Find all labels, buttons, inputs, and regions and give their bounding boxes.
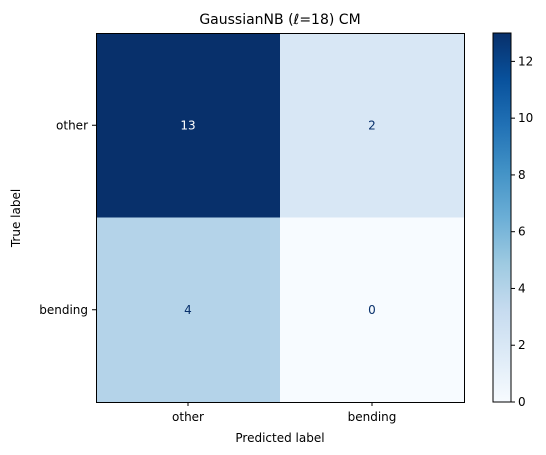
colorbar-tick-label: 12 — [518, 54, 533, 68]
cell-value-label: 0 — [368, 303, 376, 317]
colorbar-tick-label: 4 — [518, 281, 526, 295]
colorbar-tick-label: 6 — [518, 225, 526, 239]
y-tick-label: other — [56, 118, 88, 132]
heatmap-cell — [96, 33, 281, 218]
heatmap-cells — [96, 33, 465, 403]
x-tick-label: other — [172, 410, 204, 424]
colorbar-tick-label: 0 — [518, 395, 526, 409]
heatmap-cell — [280, 33, 465, 218]
colorbar-tick-label: 10 — [518, 111, 533, 125]
colorbar — [492, 32, 512, 403]
y-tick-label: bending — [39, 303, 88, 317]
y-axis-ticks: other bending — [39, 118, 96, 317]
cell-value-label: 13 — [180, 118, 195, 132]
x-tick-label: bending — [348, 410, 397, 424]
heatmap-cell — [96, 217, 281, 403]
heatmap-cell-labels: 13 2 4 0 — [180, 118, 375, 317]
x-axis-ticks: other bending — [172, 402, 396, 424]
plot-frame — [96, 33, 465, 403]
cell-value-label: 4 — [184, 303, 192, 317]
x-axis-label: Predicted label — [235, 431, 324, 445]
heatmap-cell — [280, 217, 465, 403]
cell-value-label: 2 — [368, 118, 376, 132]
colorbar-ticks: 0 2 4 6 8 10 12 — [511, 54, 533, 409]
chart-title: GaussianNB (ℓ=18) CM — [199, 12, 360, 28]
colorbar-tick-label: 8 — [518, 168, 526, 182]
colorbar-tick-label: 2 — [518, 338, 526, 352]
y-axis-label: True label — [9, 189, 23, 248]
